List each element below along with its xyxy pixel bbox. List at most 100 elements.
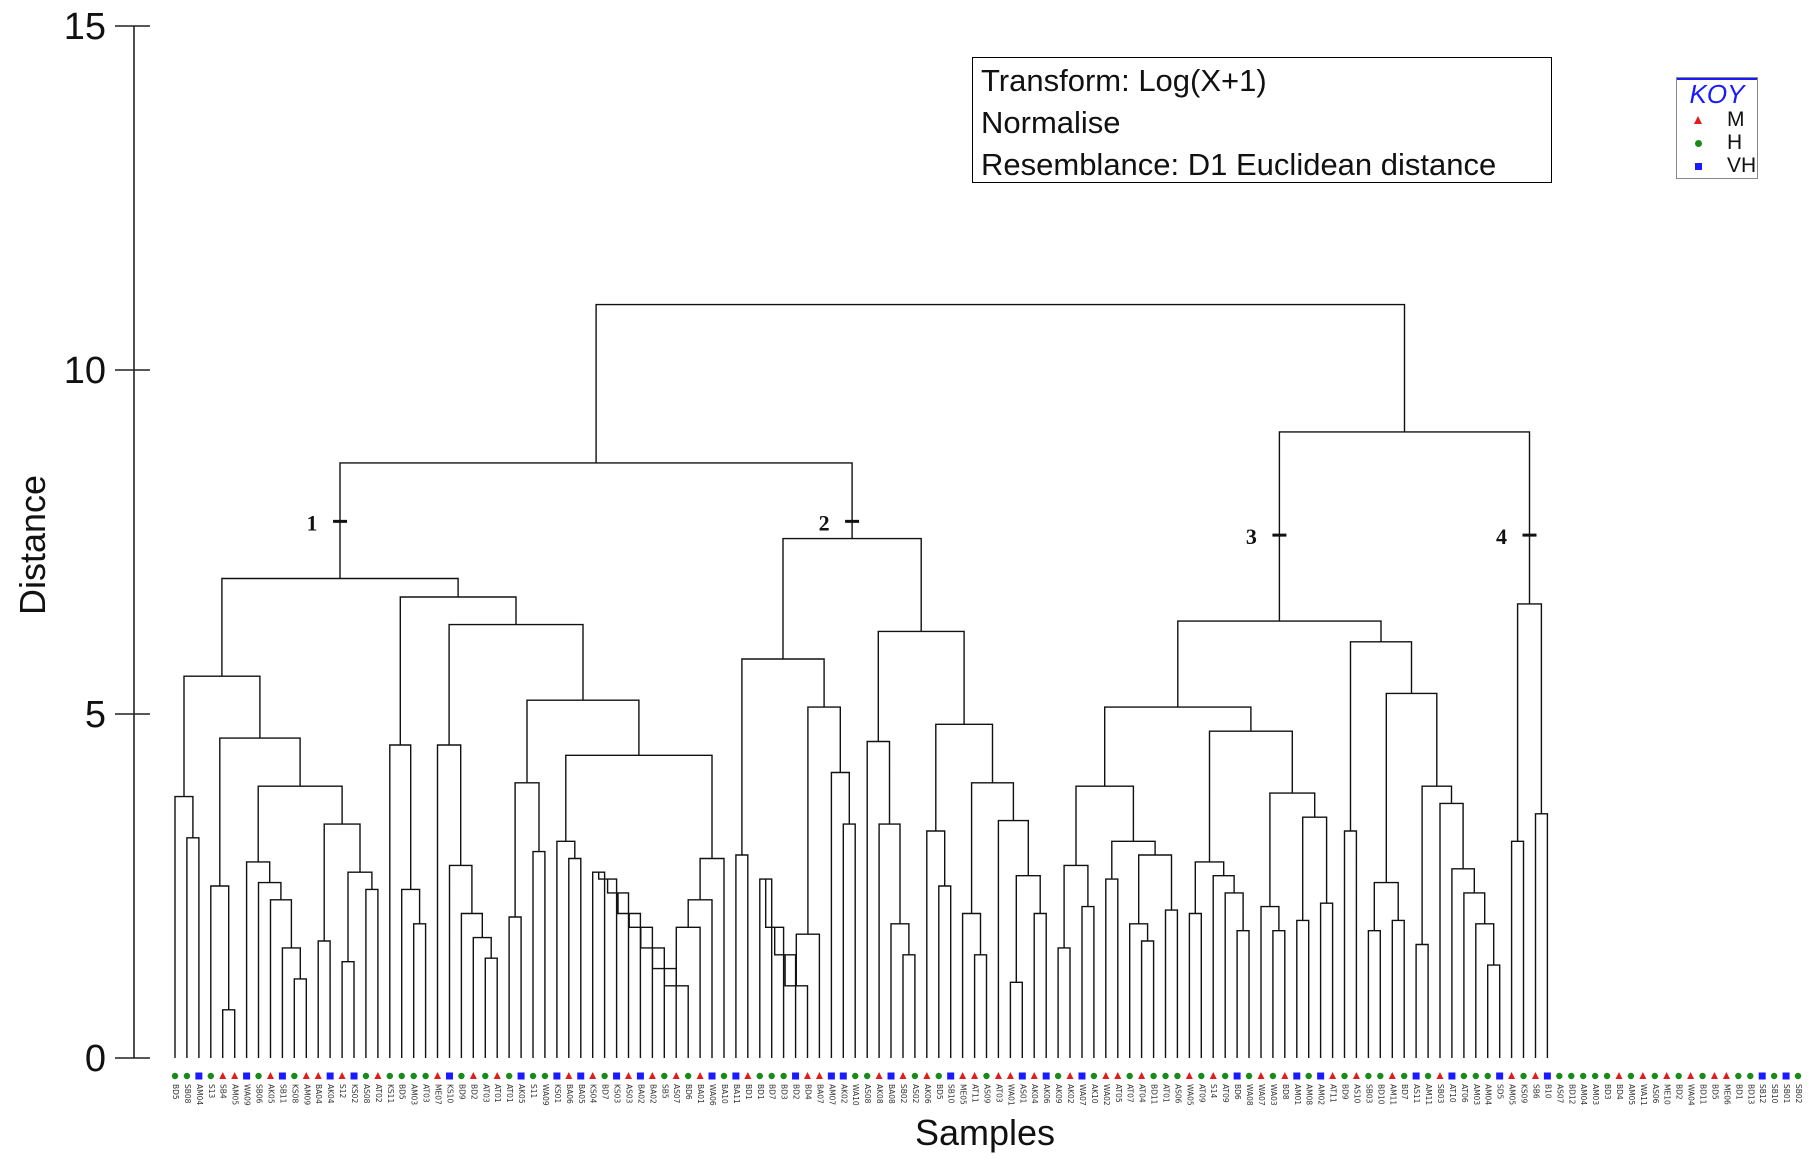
leaf-label: AM04 — [195, 1084, 204, 1105]
leaf-label: KS02 — [350, 1084, 359, 1103]
leaf-label: BD1 — [744, 1084, 753, 1100]
leaf-symbol-h — [661, 1072, 668, 1080]
leaf-label: AT02 — [374, 1084, 383, 1103]
leaf-label: BA02 — [648, 1084, 657, 1104]
leaf-symbol-m — [1209, 1072, 1217, 1079]
leaf-symbol-vh — [732, 1072, 740, 1080]
leaf-label: AM05 — [1627, 1084, 1636, 1105]
leaf-symbol-m — [1508, 1072, 1516, 1079]
leaf-label: AT03 — [994, 1084, 1003, 1103]
leaf-symbol-vh — [1412, 1072, 1420, 1080]
leaf-label: BD9 — [1341, 1084, 1350, 1100]
leaf-symbol-h — [1699, 1072, 1706, 1080]
leaf-symbol-h — [183, 1072, 191, 1080]
leaf-symbol-h — [1377, 1072, 1384, 1080]
leaf-label: AT03 — [481, 1084, 490, 1103]
dendrogram-branches — [174, 303, 1549, 1058]
leaf-label: AM05 — [231, 1084, 240, 1105]
leaf-symbol-m — [1722, 1072, 1730, 1079]
circle-icon — [1694, 139, 1702, 147]
leaf-label: AK05 — [266, 1084, 275, 1104]
leaf-label: SB08 — [183, 1084, 192, 1104]
leaf-label: AM04 — [1579, 1084, 1588, 1105]
leaf-label: AT10 — [1448, 1084, 1457, 1103]
leaf-label: AM03 — [1472, 1084, 1481, 1105]
leaf-label: SB03 — [1364, 1084, 1373, 1104]
leaf-label: BD1 — [1734, 1084, 1743, 1100]
leaf-symbol-h — [768, 1072, 775, 1080]
leaf-label: WA01 — [1006, 1084, 1015, 1106]
leaf-symbol-m — [1030, 1072, 1038, 1079]
leaf-label: BD1 — [756, 1084, 765, 1100]
leaf-symbol-m — [744, 1072, 752, 1079]
leaf-symbol-vh — [613, 1072, 621, 1080]
leaf-label: AS10 — [1352, 1084, 1361, 1104]
leaf-label: AM07 — [827, 1084, 836, 1105]
leaf-label: KS09 — [1520, 1084, 1529, 1103]
leaf-label: ME05 — [959, 1084, 968, 1105]
leaf-symbol-h — [684, 1072, 692, 1080]
leaf-label: AK04 — [326, 1084, 335, 1104]
leaf-symbol-m — [624, 1072, 632, 1079]
leaf-symbol-vh — [1018, 1072, 1026, 1080]
leaf-label: BD12 — [1567, 1084, 1576, 1105]
leaf-label: BD5 — [935, 1084, 944, 1100]
leaf-symbol-h — [1484, 1072, 1491, 1080]
leaf-symbol-h — [780, 1072, 787, 1080]
leaf-symbol-m — [589, 1072, 597, 1079]
leaf-symbol-vh — [577, 1072, 585, 1080]
leaf-label: AM01 — [1293, 1084, 1302, 1105]
leaf-label: AS07 — [672, 1084, 681, 1104]
leaf-symbol-m — [1388, 1072, 1396, 1079]
leaf-symbol-h — [422, 1072, 429, 1080]
cluster-marks: 1 2 3 4 — [307, 510, 1537, 549]
leaf-symbol-vh — [1078, 1072, 1086, 1080]
leaf-symbol-h — [1245, 1072, 1253, 1080]
leaf-symbol-h — [1591, 1072, 1599, 1080]
leaf-symbol-h — [207, 1072, 215, 1080]
leaf-symbol-m — [875, 1072, 883, 1079]
y-tick-label: 15 — [64, 6, 106, 48]
leaf-label: SB01 — [1782, 1084, 1791, 1104]
leaf-symbol-vh — [1782, 1072, 1790, 1080]
leaf-symbol-vh — [195, 1072, 203, 1080]
leaf-symbol-h — [1162, 1072, 1169, 1080]
leaf-symbol-h — [601, 1072, 608, 1080]
leaf-symbol-h — [1400, 1072, 1408, 1080]
leaf-label: BA08 — [887, 1084, 896, 1104]
leaf-symbols — [171, 1072, 1802, 1080]
leaf-symbol-vh — [1758, 1072, 1766, 1080]
leaf-symbol-vh — [350, 1072, 358, 1080]
leaf-symbol-h — [1365, 1072, 1372, 1080]
legend-item-vh: VH — [1687, 155, 1756, 177]
leaf-symbol-h — [529, 1072, 537, 1080]
leaf-symbol-h — [1174, 1072, 1181, 1080]
leaf-label: AS11 — [1412, 1084, 1421, 1104]
leaf-label: WA03 — [1269, 1084, 1278, 1106]
leaf-symbol-vh — [792, 1072, 800, 1080]
leaf-label: AK04 — [1030, 1084, 1039, 1104]
leaf-symbol-m — [219, 1072, 227, 1079]
leaf-symbol-h — [410, 1072, 417, 1080]
leaf-label: AM11 — [1388, 1084, 1397, 1105]
leaf-label: AS09 — [983, 1084, 992, 1104]
legend-label-vh: VH — [1727, 154, 1757, 177]
leaf-symbol-h — [1770, 1072, 1778, 1080]
leaf-label: WA11 — [1639, 1084, 1648, 1106]
leaf-label: BD11 — [1699, 1084, 1708, 1105]
leaf-label: AM05 — [1508, 1084, 1517, 1105]
cluster-2-label: 2 — [819, 510, 830, 535]
leaf-symbol-m — [899, 1072, 907, 1079]
leaf-label: B10 — [1543, 1084, 1552, 1099]
leaf-label: BD11 — [1150, 1084, 1159, 1105]
leaf-label: AT01 — [493, 1084, 502, 1103]
leaf-label: AS08 — [863, 1084, 872, 1104]
leaf-label: S14 — [1209, 1084, 1218, 1099]
legend: KOY M H VH — [1676, 77, 1758, 179]
leaf-label: KS01 — [553, 1084, 562, 1103]
leaf-label: AS06 — [1651, 1084, 1660, 1104]
leaf-label: BD13 — [1746, 1084, 1755, 1105]
leaf-symbol-h — [398, 1072, 405, 1080]
legend-item-h: H — [1687, 132, 1742, 154]
leaf-symbol-vh — [1448, 1072, 1456, 1080]
